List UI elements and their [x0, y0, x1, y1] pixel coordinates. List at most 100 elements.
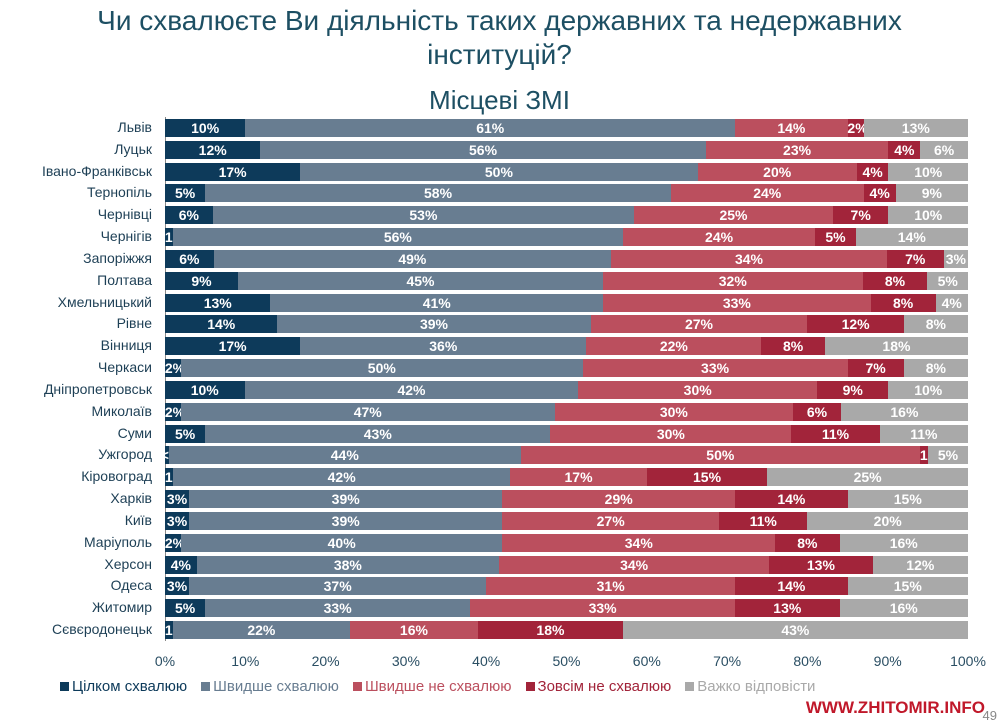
data-label: 56%: [469, 141, 498, 158]
legend-swatch: [352, 682, 362, 691]
data-label: 25%: [719, 207, 748, 224]
data-label: 41%: [422, 294, 451, 311]
data-label: 6%: [178, 207, 199, 224]
data-label: 12%: [841, 316, 870, 333]
data-label: 34%: [624, 534, 653, 551]
bar-segment: [903, 359, 968, 378]
data-label: 10%: [914, 163, 943, 180]
data-label: 10%: [190, 381, 219, 398]
data-label: 2%: [164, 403, 186, 420]
legend-label: Зовсім не схвалюю: [537, 678, 672, 695]
data-label: 14%: [897, 229, 926, 246]
data-label: 50%: [706, 447, 735, 464]
watermark: WWW.ZHITOMIR.INFO: [805, 698, 985, 717]
data-label: 32%: [718, 272, 747, 289]
data-label: 36%: [429, 338, 458, 355]
bar-segment: [165, 140, 261, 159]
bar-segment: [622, 228, 816, 247]
data-label: 13%: [203, 294, 232, 311]
bar-segment: [173, 468, 511, 487]
category-label: Ужгород: [98, 446, 152, 463]
data-label: 3%: [166, 578, 188, 595]
chart-title-line-2: інституцій?: [427, 39, 572, 70]
data-label: 40%: [327, 534, 356, 551]
data-label: 5%: [937, 447, 959, 464]
chart-subtitle: Місцеві ЗМІ: [429, 85, 570, 115]
data-label: 56%: [383, 229, 412, 246]
bar-segment: [824, 337, 968, 356]
bar-segment: [502, 533, 776, 552]
data-label: 33%: [701, 360, 730, 377]
bar-segment: [735, 599, 840, 618]
data-label: 53%: [409, 207, 438, 224]
data-label: 6%: [934, 141, 955, 158]
bar-segment: [165, 599, 206, 618]
data-label: 27%: [596, 512, 625, 529]
legend-item: Зовсім не схвалюю: [525, 678, 672, 695]
bar-segment: [165, 228, 174, 247]
bar-segment: [165, 271, 238, 290]
category-label: Кіровоград: [81, 468, 152, 485]
bar-segment: [611, 249, 887, 268]
data-label: 17%: [564, 469, 593, 486]
bar-segment: [165, 402, 181, 421]
bar-segment: [165, 533, 182, 552]
data-label: 23%: [783, 141, 812, 158]
bar-segment: [646, 468, 768, 487]
x-tick-label: 60%: [632, 653, 661, 669]
bar-segment: [603, 293, 871, 312]
bar-segment: [775, 533, 840, 552]
bar-segment: [815, 228, 856, 247]
legend-swatch: [685, 682, 695, 691]
x-tick-label: 70%: [713, 653, 742, 669]
category-label: Сєвєродонецьк: [51, 621, 152, 638]
bar-segment: [791, 424, 880, 443]
bar-segment: [767, 468, 968, 487]
bar-segment: [165, 119, 246, 137]
data-label: 9%: [842, 381, 863, 398]
bar-segment: [181, 359, 583, 378]
data-label: 16%: [889, 534, 918, 551]
bar-segment: [590, 315, 808, 334]
bar-segment: [520, 446, 921, 465]
x-tick-label: 50%: [552, 653, 581, 669]
bar-segment: [719, 511, 808, 530]
category-label: Чернігів: [100, 228, 152, 245]
bar-segment: [586, 337, 762, 356]
bar-segment: [173, 621, 350, 640]
bar-segment: [554, 402, 794, 421]
bar-segment: [634, 206, 833, 225]
bar-segment: [165, 162, 301, 181]
data-label: 8%: [797, 534, 818, 551]
bar-segment: [165, 555, 197, 574]
data-label: 14%: [777, 120, 806, 136]
bar-segment: [165, 206, 213, 225]
legend-item: Важко відповісти: [685, 678, 815, 695]
data-label: 16%: [399, 622, 428, 639]
bar-segment: [879, 424, 968, 443]
bar-segment: [769, 555, 873, 574]
data-label: 16%: [890, 403, 919, 420]
bar-segment: [189, 490, 503, 509]
x-tick-label: 20%: [311, 653, 340, 669]
category-label: Івано-Франківськ: [41, 162, 152, 179]
data-label: 20%: [763, 163, 792, 180]
bar-segment: [165, 446, 169, 465]
data-label: 49%: [398, 250, 427, 267]
x-tick-label: 40%: [472, 653, 501, 669]
bar-segment: [168, 446, 521, 465]
bar-segment: [903, 315, 968, 334]
bar-segment: [761, 337, 825, 356]
bar-segment: [189, 577, 487, 596]
bar-segment: [935, 293, 968, 312]
data-label: 7%: [850, 207, 871, 224]
bar-segment: [943, 249, 968, 268]
x-tick-label: 100%: [950, 653, 986, 669]
data-label: 33%: [323, 600, 352, 617]
category-label: Тернопіль: [86, 184, 152, 201]
bar-segment: [502, 490, 736, 509]
bar-segment: [832, 206, 889, 225]
bar-segment: [270, 293, 603, 312]
page-number: 49: [982, 708, 997, 723]
